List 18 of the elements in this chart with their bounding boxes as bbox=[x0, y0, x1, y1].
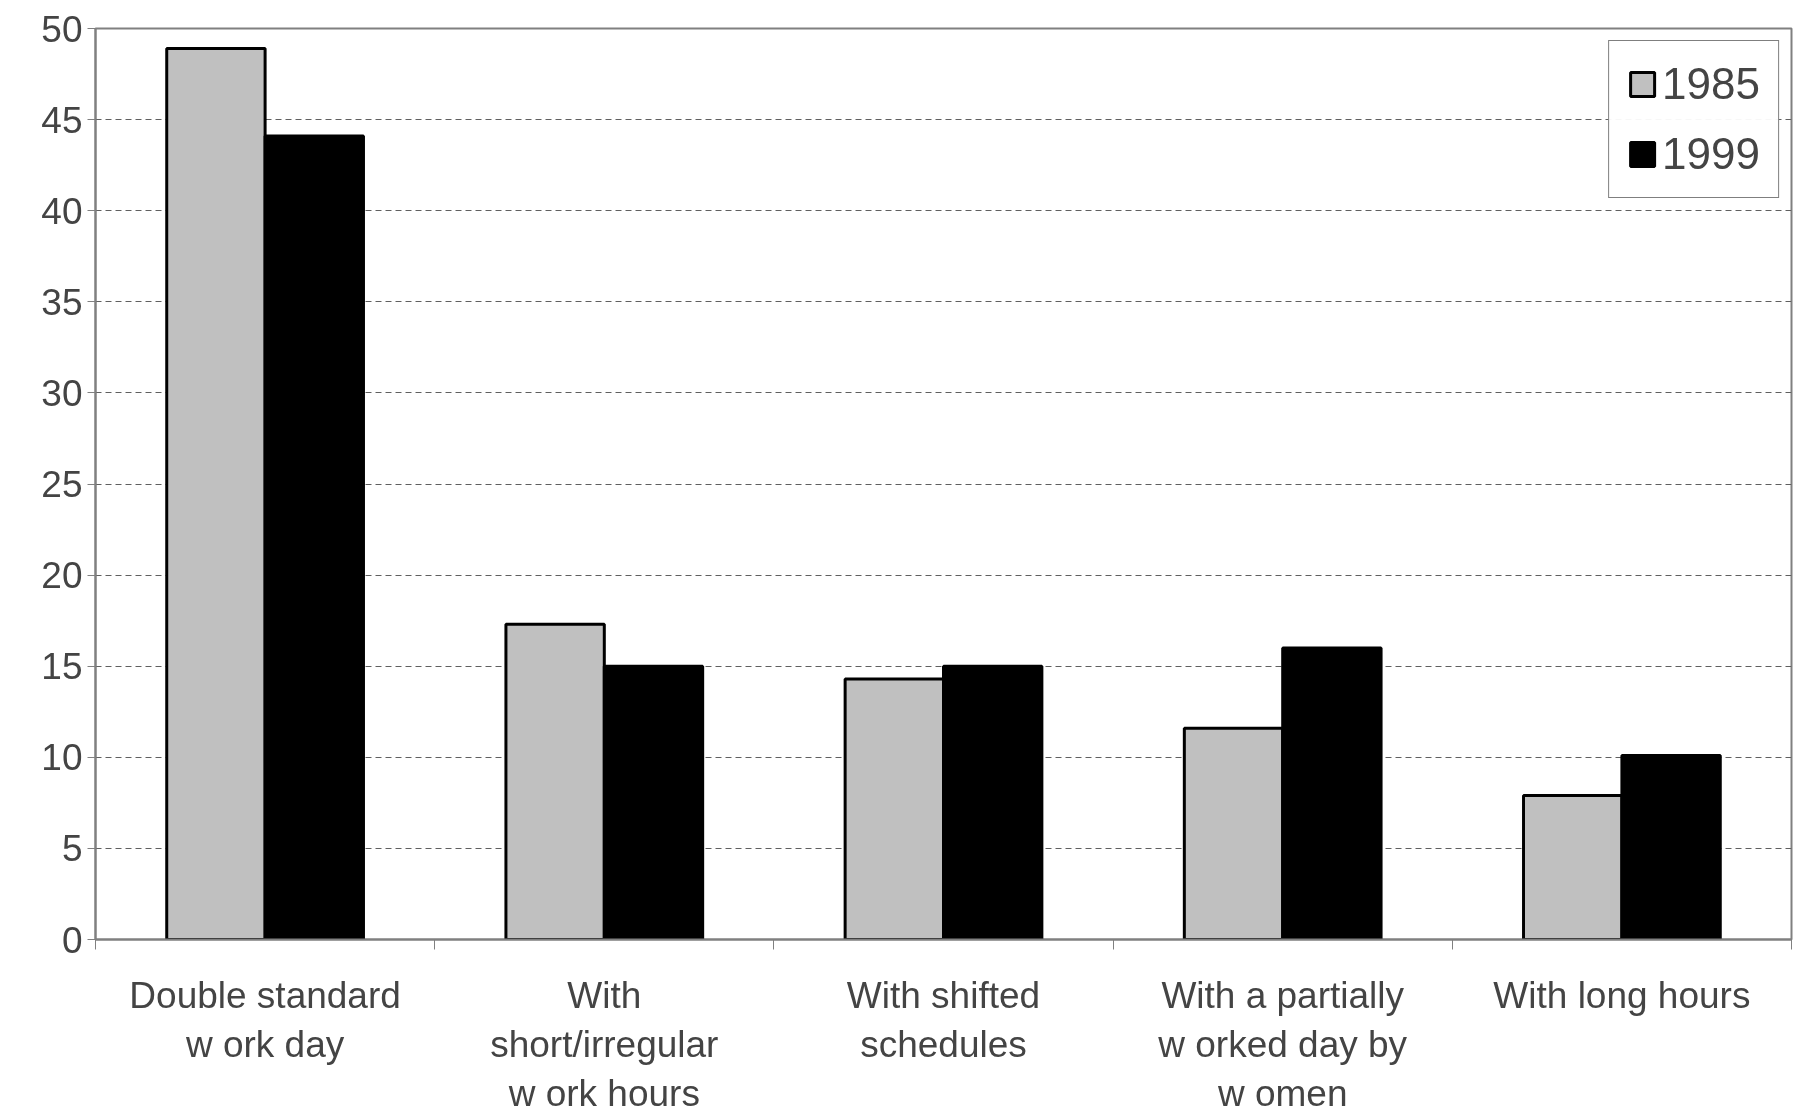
y-tick-label: 45 bbox=[41, 99, 83, 141]
legend-label: 1999 bbox=[1662, 129, 1760, 179]
x-tick-label: With shifted schedules bbox=[846, 974, 1041, 1065]
y-tick-label: 25 bbox=[41, 464, 83, 505]
y-tick-label: 35 bbox=[41, 281, 83, 323]
x-tick-label: Double standard w ork day bbox=[129, 974, 401, 1065]
y-tick-label: 30 bbox=[41, 372, 83, 414]
y-tick-label: 0 bbox=[61, 919, 83, 961]
y-tick-label: 10 bbox=[41, 737, 83, 779]
x-tick-label: With short/irregular w ork hours bbox=[490, 974, 719, 1114]
y-tick-label: 20 bbox=[41, 555, 83, 597]
x-tick-label: With a partially w orked day by w omen bbox=[1157, 974, 1408, 1114]
x-tick-label: With long hours bbox=[1493, 974, 1751, 1016]
y-tick-label: 40 bbox=[41, 190, 83, 232]
y-tick-label: 5 bbox=[61, 828, 83, 870]
legend-label: 1985 bbox=[1662, 59, 1760, 109]
y-tick-label: 50 bbox=[41, 8, 83, 50]
y-tick-label: 15 bbox=[41, 646, 83, 688]
